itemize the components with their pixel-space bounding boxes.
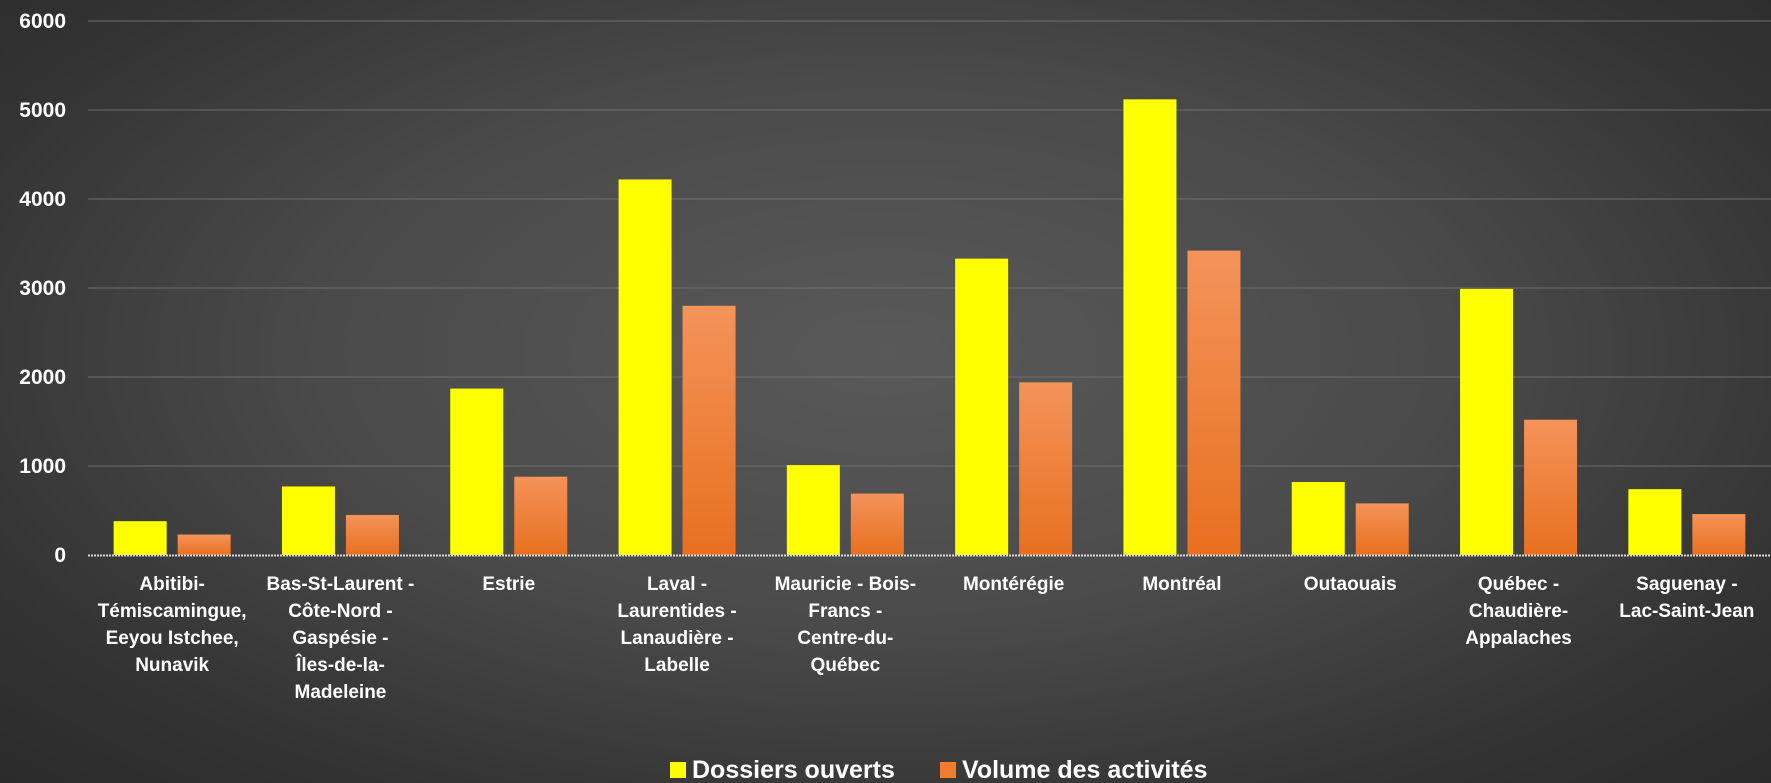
x-axis-labels: Abitibi- Témiscamingue, Eeyou Istchee, Nuna… — [98, 574, 1755, 703]
x-tick-label-line: Laval - — [647, 574, 707, 595]
bars — [113, 99, 1746, 556]
x-tick-label: Bas-St-Laurent - Côte-Nord - Gaspésie - Île… — [267, 574, 415, 703]
y-tick-label: 5000 — [19, 99, 66, 122]
bar-volume-activites — [682, 305, 736, 555]
x-tick-label-line: Bas-St-Laurent - — [267, 574, 415, 595]
x-tick-label-line: Laurentides - — [617, 601, 736, 622]
x-tick-label-line: Estrie — [482, 574, 535, 595]
x-tick-label-line: Abitibi- — [139, 574, 204, 595]
bar-dossiers-ouverts — [450, 388, 504, 555]
x-tick-label-line: Québec — [810, 655, 880, 676]
x-tick-label-line: Saguenay - — [1636, 574, 1737, 595]
bar-dossiers-ouverts — [1123, 99, 1177, 555]
y-tick-label: 1000 — [19, 455, 66, 478]
bar-dossiers-ouverts — [786, 465, 840, 555]
x-tick-label-line: Chaudière- — [1469, 601, 1568, 622]
bar-dossiers-ouverts — [618, 179, 672, 556]
bar-dossiers-ouverts — [113, 521, 167, 555]
x-tick-label-line: Madeleine — [295, 682, 387, 703]
bar-volume-activites — [850, 493, 904, 555]
x-tick-label-line: Centre-du- — [797, 628, 893, 649]
x-tick-label-line: Outaouais — [1304, 574, 1397, 595]
y-tick-label: 2000 — [19, 366, 66, 389]
x-tick-label: Montérégie — [963, 574, 1064, 595]
bar-dossiers-ouverts — [1628, 489, 1682, 555]
x-tick-label-line: Côte-Nord - — [288, 601, 392, 622]
legend-swatch — [940, 762, 956, 778]
x-tick-label-line: Mauricie - Bois- — [775, 574, 916, 595]
x-tick-label-line: Gaspésie - — [292, 628, 388, 649]
x-tick-label: Mauricie - Bois- Francs - Centre-du- Québec — [775, 574, 916, 676]
gridlines — [88, 20, 1771, 467]
bar-volume-activites — [1355, 503, 1409, 555]
y-tick-label: 3000 — [19, 277, 66, 300]
x-tick-label: Laval - Laurentides - Lanaudière - Labelle — [617, 574, 736, 676]
y-axis: 0 1000 2000 3000 4000 5000 6000 — [19, 10, 66, 567]
x-tick-label-line: Îles-de-la- — [295, 654, 385, 676]
bar-volume-activites — [1524, 419, 1578, 555]
y-tick-label: 0 — [54, 544, 66, 567]
bar-volume-activites — [177, 534, 231, 555]
x-tick-label-line: Québec - — [1478, 574, 1559, 595]
x-tick-label-line: Nunavik — [135, 655, 209, 676]
x-tick-label-line: Lanaudière - — [621, 628, 734, 649]
x-tick-label-line: Eeyou Istchee, — [106, 628, 239, 649]
bar-volume-activites — [1187, 250, 1241, 555]
bar-dossiers-ouverts — [1291, 482, 1345, 555]
x-tick-label: Saguenay - Lac-Saint-Jean — [1619, 574, 1754, 622]
x-tick-label-line: Labelle — [644, 655, 709, 676]
bar-dossiers-ouverts — [281, 486, 335, 555]
bar-volume-activites — [514, 476, 568, 555]
bar-dossiers-ouverts — [1460, 288, 1514, 555]
y-tick-label: 6000 — [19, 10, 66, 33]
x-tick-label: Estrie — [482, 574, 535, 595]
legend-swatch — [670, 762, 686, 778]
legend-label: Dossiers ouverts — [692, 756, 895, 783]
x-tick-label: Québec - Chaudière- Appalaches — [1465, 574, 1572, 649]
bar-volume-activites — [345, 514, 399, 555]
x-tick-label-line: Lac-Saint-Jean — [1619, 601, 1754, 622]
x-tick-label: Montréal — [1142, 574, 1221, 595]
y-tick-label: 4000 — [19, 188, 66, 211]
x-tick-label: Abitibi- Témiscamingue, Eeyou Istchee, Nuna… — [98, 574, 247, 676]
x-tick-label: Outaouais — [1304, 574, 1397, 595]
x-tick-label-line: Francs - — [808, 601, 882, 622]
x-tick-label-line: Montérégie — [963, 574, 1064, 595]
legend-label: Volume des activités — [962, 756, 1207, 783]
bar-volume-activites — [1019, 382, 1073, 555]
bar-dossiers-ouverts — [955, 258, 1009, 555]
x-tick-label-line: Appalaches — [1465, 628, 1572, 649]
legend: Dossiers ouverts Volume des activités — [670, 756, 1207, 783]
x-tick-label-line: Témiscamingue, — [98, 601, 247, 622]
bar-volume-activites — [1692, 514, 1746, 555]
x-tick-label-line: Montréal — [1142, 574, 1221, 595]
